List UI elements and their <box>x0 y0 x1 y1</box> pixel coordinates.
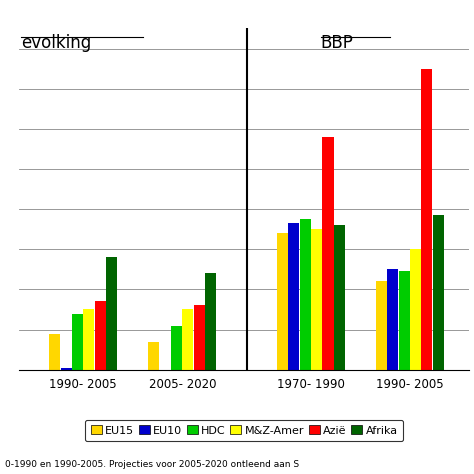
Bar <box>182 310 193 370</box>
Bar <box>387 269 398 370</box>
Bar <box>194 305 205 370</box>
Bar <box>72 313 83 370</box>
Bar <box>49 334 60 370</box>
Text: 0-1990 en 1990-2005. Projecties voor 2005-2020 ontleend aan S: 0-1990 en 1990-2005. Projecties voor 200… <box>5 460 299 469</box>
Text: evolking: evolking <box>21 35 91 53</box>
Bar <box>171 326 182 370</box>
Bar <box>421 69 432 370</box>
Bar <box>83 310 94 370</box>
Bar <box>433 215 444 370</box>
Bar <box>148 342 159 370</box>
Bar <box>61 368 72 370</box>
Bar <box>288 223 300 370</box>
Bar <box>300 219 311 370</box>
Bar <box>399 271 410 370</box>
Bar <box>95 301 106 370</box>
Bar <box>410 249 421 370</box>
Bar <box>311 229 322 370</box>
Text: BBP: BBP <box>321 35 354 53</box>
Bar <box>334 225 345 370</box>
Bar <box>106 257 117 370</box>
Bar <box>205 273 216 370</box>
Legend: EU15, EU10, HDC, M&Z-Amer, Azië, Afrika: EU15, EU10, HDC, M&Z-Amer, Azië, Afrika <box>85 419 403 441</box>
Bar <box>277 233 288 370</box>
Bar <box>376 282 387 370</box>
Bar <box>322 137 334 370</box>
